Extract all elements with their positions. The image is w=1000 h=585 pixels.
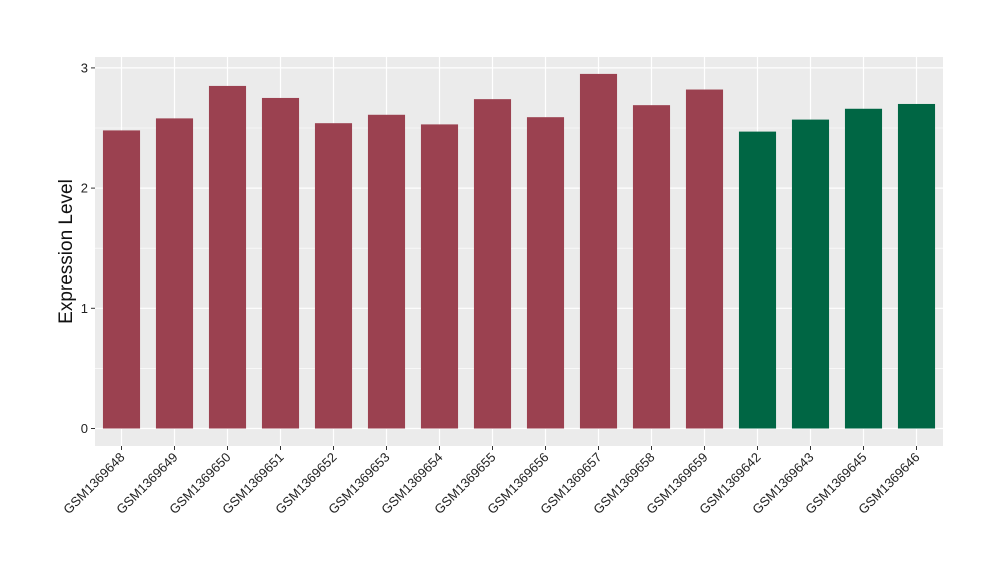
bar-GSM1369648	[102, 130, 141, 429]
bar-GSM1369650	[208, 85, 247, 429]
bar-GSM1369651	[261, 97, 300, 429]
y-tick-label: 0	[81, 421, 88, 436]
bar-GSM1369654	[420, 124, 459, 429]
y-tick-label: 3	[81, 60, 88, 75]
bar-GSM1369659	[685, 89, 724, 429]
bar-GSM1369655	[473, 99, 512, 429]
bar-GSM1369646	[897, 103, 936, 429]
bar-GSM1369652	[314, 123, 353, 429]
bars	[102, 73, 936, 429]
y-axis-title: Expression Level	[56, 179, 77, 324]
y-tick-label: 2	[81, 181, 88, 196]
y-axis: 0 1 2 3	[81, 60, 95, 436]
y-tick-label: 1	[81, 301, 88, 316]
bar-GSM1369642	[738, 131, 777, 429]
bar-GSM1369658	[632, 105, 671, 429]
bar-GSM1369656	[526, 117, 565, 429]
bar-GSM1369657	[579, 73, 618, 429]
x-axis: GSM1369648GSM1369649GSM1369650GSM1369651…	[60, 446, 923, 517]
bar-GSM1369649	[155, 118, 194, 429]
bar-GSM1369643	[791, 119, 830, 429]
bar-GSM1369653	[367, 114, 406, 429]
bar-GSM1369645	[844, 108, 883, 429]
